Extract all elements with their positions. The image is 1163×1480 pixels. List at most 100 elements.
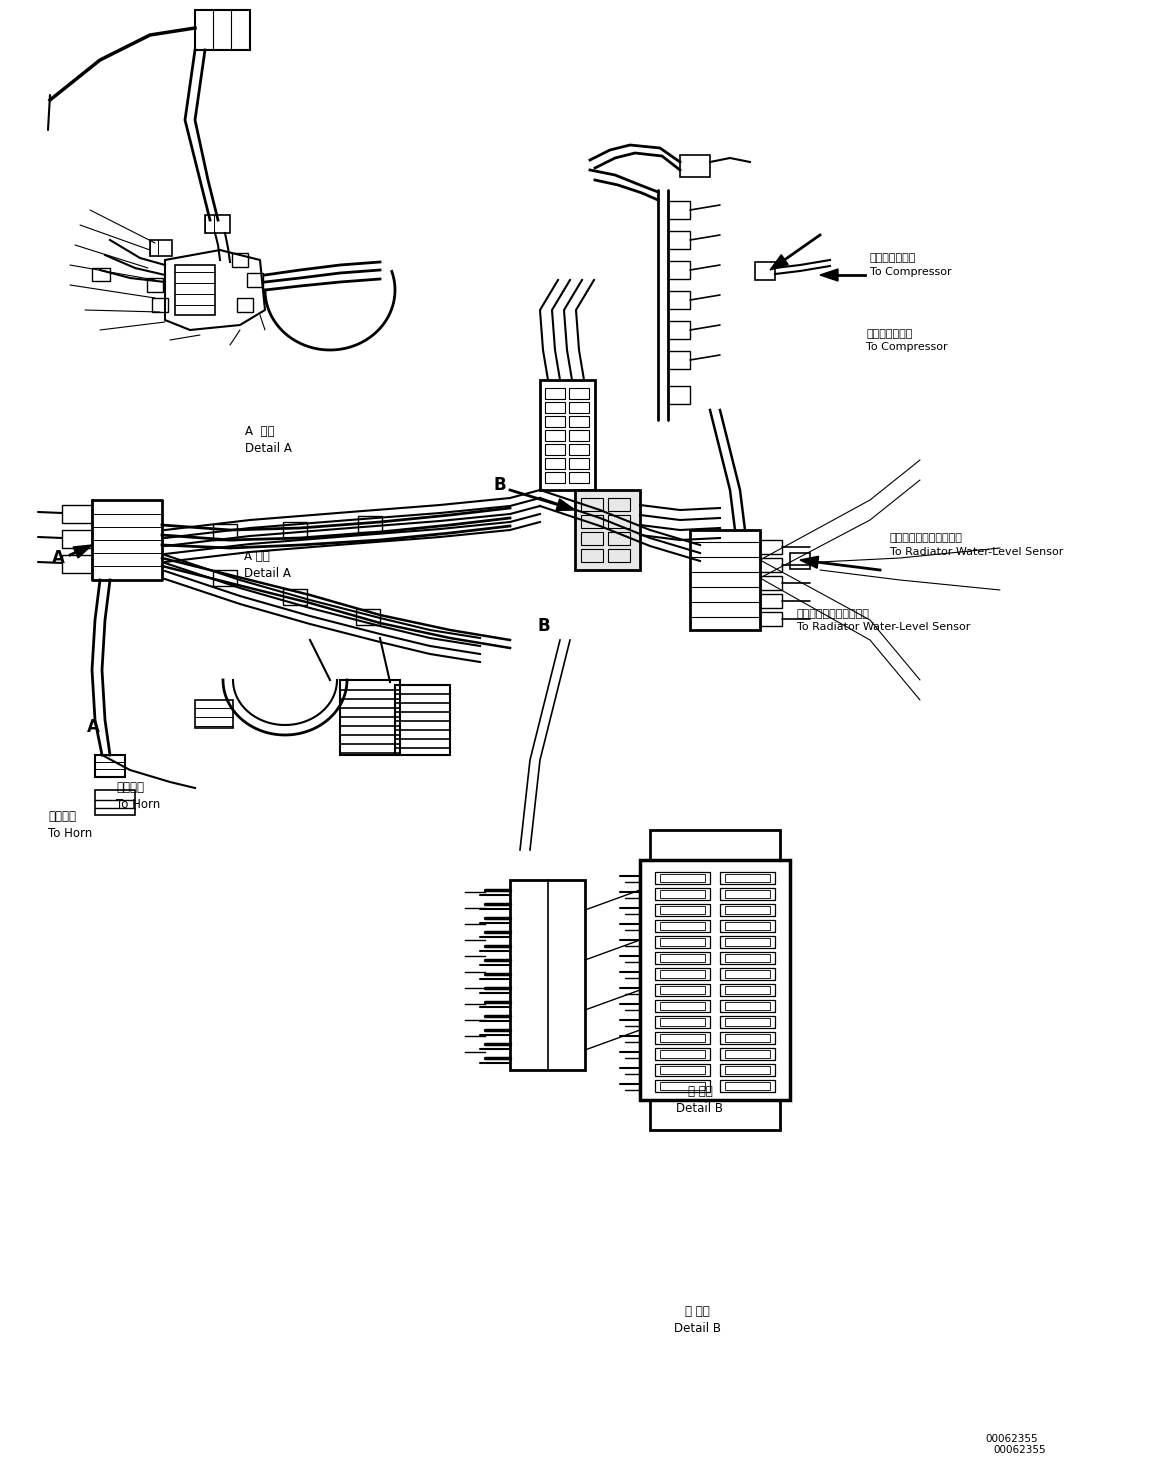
Bar	[608, 531, 630, 545]
Bar	[720, 968, 775, 980]
Bar	[720, 952, 775, 963]
Bar	[569, 388, 588, 400]
Bar	[152, 297, 167, 312]
Bar	[650, 830, 780, 860]
Bar	[195, 10, 250, 50]
Bar	[680, 155, 709, 178]
Bar	[655, 952, 709, 963]
Bar	[720, 1015, 775, 1029]
Bar	[545, 431, 565, 441]
Bar	[655, 904, 709, 916]
Text: ホーンへ
To Horn: ホーンへ To Horn	[116, 781, 160, 811]
Bar	[659, 1002, 705, 1009]
Bar	[655, 888, 709, 900]
Bar	[545, 472, 565, 482]
Text: ラジェータ水位センサへ
To Radiator Water-Level Sensor: ラジェータ水位センサへ To Radiator Water-Level Sens…	[890, 533, 1063, 556]
Bar	[95, 790, 135, 815]
Bar	[659, 922, 705, 929]
Bar	[668, 386, 690, 404]
Bar	[668, 260, 690, 280]
Bar	[659, 955, 705, 962]
Bar	[358, 517, 381, 531]
Bar	[62, 555, 92, 573]
Bar	[511, 881, 585, 1070]
Bar	[725, 875, 770, 882]
Bar	[545, 457, 565, 469]
Bar	[147, 278, 163, 292]
Bar	[725, 1082, 770, 1089]
Bar	[659, 1018, 705, 1026]
Bar	[608, 497, 630, 511]
Bar	[790, 554, 809, 568]
Bar	[62, 505, 92, 522]
Bar	[92, 268, 110, 281]
Bar	[608, 549, 630, 562]
Bar	[540, 380, 595, 490]
Bar	[659, 906, 705, 915]
Polygon shape	[820, 269, 839, 281]
Bar	[575, 490, 640, 570]
Bar	[759, 558, 782, 571]
Bar	[283, 522, 307, 539]
Bar	[668, 321, 690, 339]
Bar	[725, 906, 770, 915]
Bar	[755, 262, 775, 280]
Bar	[720, 904, 775, 916]
Bar	[340, 679, 400, 755]
Bar	[668, 292, 690, 309]
Bar	[231, 253, 248, 266]
Bar	[655, 984, 709, 996]
Bar	[62, 530, 92, 548]
Bar	[725, 889, 770, 898]
Bar	[725, 922, 770, 929]
Bar	[150, 240, 172, 256]
Bar	[659, 1035, 705, 1042]
Text: A: A	[51, 549, 64, 567]
Bar	[720, 1048, 775, 1060]
Bar	[659, 938, 705, 946]
Bar	[569, 472, 588, 482]
Bar	[668, 351, 690, 369]
Text: B: B	[493, 477, 506, 494]
Bar	[720, 921, 775, 932]
Bar	[569, 403, 588, 413]
Bar	[725, 1049, 770, 1058]
Bar	[356, 608, 380, 625]
Bar	[720, 1000, 775, 1012]
Bar	[582, 531, 602, 545]
Bar	[655, 1015, 709, 1029]
Bar	[237, 297, 254, 312]
Bar	[655, 968, 709, 980]
Bar	[655, 1080, 709, 1092]
Bar	[213, 570, 237, 586]
Polygon shape	[770, 255, 789, 269]
Polygon shape	[556, 499, 575, 511]
Bar	[569, 416, 588, 428]
Bar	[668, 231, 690, 249]
Bar	[395, 685, 450, 755]
Bar	[545, 403, 565, 413]
Bar	[569, 457, 588, 469]
Bar	[720, 984, 775, 996]
Bar	[655, 1032, 709, 1043]
Bar	[659, 875, 705, 882]
Bar	[582, 549, 602, 562]
Bar	[195, 700, 233, 728]
Bar	[582, 497, 602, 511]
Polygon shape	[73, 545, 92, 558]
Bar	[725, 1035, 770, 1042]
Bar	[205, 215, 230, 232]
Text: ラジェータ水位センサへ
To Radiator Water-Level Sensor: ラジェータ水位センサへ To Radiator Water-Level Sens…	[797, 608, 970, 632]
Bar	[283, 589, 307, 605]
Bar	[725, 938, 770, 946]
Text: 00062355: 00062355	[985, 1434, 1039, 1443]
Bar	[655, 1048, 709, 1060]
Bar	[725, 969, 770, 978]
Bar	[759, 593, 782, 608]
Bar	[725, 1002, 770, 1009]
Bar	[582, 515, 602, 528]
Bar	[720, 872, 775, 884]
Bar	[545, 444, 565, 454]
Text: A 詳細
Detail A: A 詳細 Detail A	[244, 551, 291, 580]
Polygon shape	[800, 556, 819, 568]
